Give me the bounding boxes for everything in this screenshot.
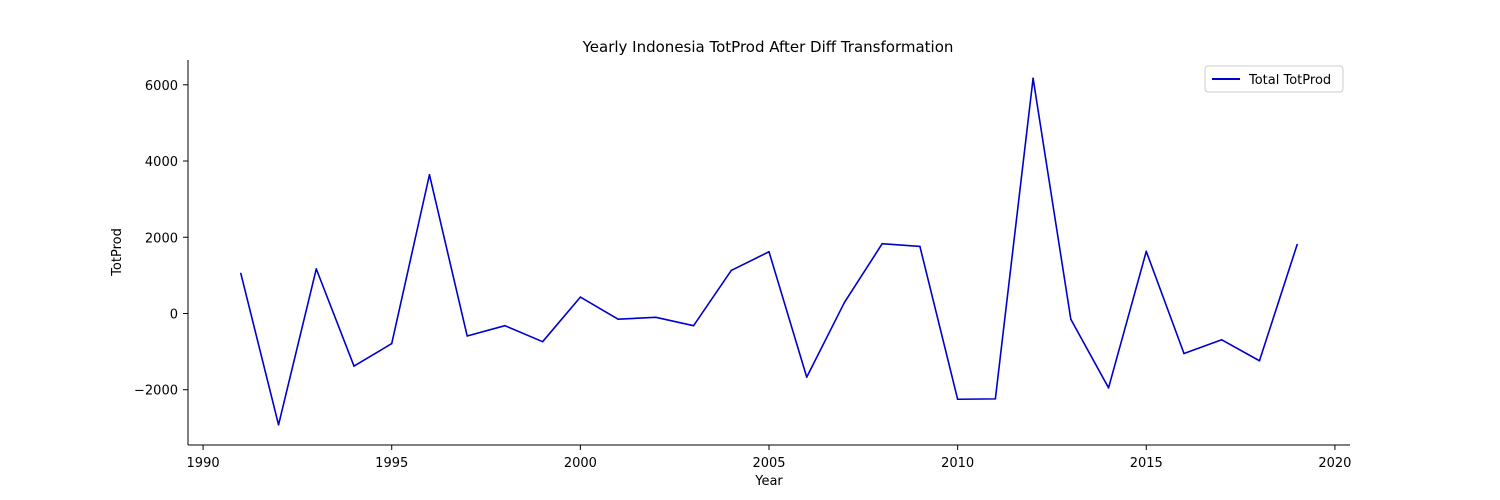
y-axis-label: TotProd <box>110 228 125 277</box>
data-point <box>240 272 242 275</box>
data-point <box>504 324 506 327</box>
data-point <box>428 173 431 176</box>
y-tick-label: −2000 <box>134 384 178 399</box>
data-point <box>805 376 808 378</box>
y-tick-label: 2000 <box>145 231 178 246</box>
data-point <box>1258 359 1261 362</box>
data-point <box>1070 318 1072 321</box>
data-point <box>1220 338 1223 341</box>
x-tick-label: 2015 <box>1130 456 1163 471</box>
series-group <box>240 77 1298 426</box>
data-point <box>277 423 280 426</box>
data-point <box>730 269 733 272</box>
data-point <box>655 316 657 319</box>
data-point <box>881 242 883 245</box>
chart-title: Yearly Indonesia TotProd After Diff Tran… <box>582 38 954 56</box>
legend: Total TotProd <box>1204 65 1344 93</box>
x-tick-label: 2020 <box>1318 456 1351 471</box>
data-point <box>692 324 695 327</box>
data-point <box>579 296 582 298</box>
y-tick-label: 6000 <box>145 79 178 94</box>
data-point <box>1183 352 1185 355</box>
x-tick-label: 2000 <box>564 456 597 471</box>
legend-label-total-totprod: Total TotProd <box>1248 73 1331 88</box>
data-point <box>768 250 770 253</box>
x-tick-label: 1995 <box>375 456 408 471</box>
x-tick-label: 2010 <box>941 456 974 471</box>
data-point <box>466 335 468 337</box>
x-tick-label: 1990 <box>187 456 220 471</box>
data-point <box>390 342 393 345</box>
data-point <box>956 398 959 401</box>
data-point <box>617 318 619 321</box>
data-point <box>1296 243 1298 246</box>
x-tick-label: 2005 <box>752 456 785 471</box>
data-point <box>1107 387 1110 389</box>
data-point <box>541 340 544 343</box>
x-axis-label: Year <box>754 474 783 489</box>
data-point <box>919 245 921 248</box>
data-point <box>315 268 318 270</box>
y-tick-label: 0 <box>170 307 178 322</box>
legend-box <box>1204 65 1344 93</box>
x-axis-ticks: 1990 1995 2000 2005 2010 2015 2020 <box>187 445 1351 471</box>
data-point <box>994 398 997 400</box>
y-tick-label: 4000 <box>145 155 178 170</box>
data-point <box>1145 250 1148 253</box>
data-point <box>843 301 846 304</box>
data-point <box>353 365 355 367</box>
y-axis-ticks: −2000 0 2000 4000 6000 <box>134 79 188 399</box>
data-point <box>1032 77 1034 80</box>
